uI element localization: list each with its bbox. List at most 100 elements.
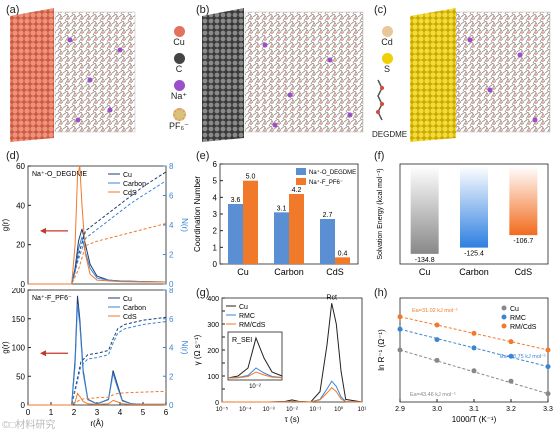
- x-tick-label: 2: [72, 408, 77, 417]
- degdme-label: DEGDME: [372, 130, 408, 139]
- y-tick-label: 300: [207, 322, 219, 329]
- na-ions: [262, 42, 353, 128]
- y-tick-label: 200: [207, 348, 219, 355]
- ea-label: Ea=38.75 kJ mol⁻¹: [500, 354, 546, 360]
- bar-cds: [509, 166, 538, 236]
- y-axis-label: g(r): [1, 218, 10, 231]
- rdf-line-cu: [28, 228, 167, 285]
- legend-marker: [501, 305, 507, 311]
- y2-tick-label: 0: [169, 280, 174, 289]
- x-category-label: CdS: [515, 267, 533, 277]
- y-axis-label: Coordination Number: [193, 176, 202, 252]
- y-tick-label: 0: [21, 280, 26, 289]
- bar-value-label: 5.0: [246, 174, 256, 181]
- inset-label-rsei: R_SEI: [232, 337, 252, 344]
- solvent-region: [244, 11, 364, 133]
- inset-line: [227, 371, 283, 379]
- x-tick-label: 3.3: [543, 406, 553, 413]
- x-tick-label: 10⁻⁵: [216, 406, 229, 413]
- data-point-rm-cds: [397, 314, 403, 320]
- y-tick-label: 1: [213, 243, 218, 252]
- annotation: Na⁺-O_DEGDME: [32, 171, 87, 178]
- solvent-region: [455, 11, 551, 133]
- bar-carbon-1: [289, 194, 304, 264]
- cn-line-cu: [28, 316, 167, 406]
- data-point-rmc: [397, 326, 403, 332]
- chart-rdf-na-f: 0 50 100 150 200 0 2 4 6 8 0 1 2 3 4 5 6 g(r) N(r) r(Å) Na⁺-…: [1, 288, 189, 428]
- md-snapshot-cu: [10, 8, 136, 142]
- drt-line-rm-cds: [222, 387, 363, 403]
- legend-label-cds: CdS: [123, 314, 137, 321]
- legend-a-c: C: [166, 53, 192, 74]
- legend-a-cu-label: Cu: [173, 37, 185, 47]
- legend-label-cds: CdS: [123, 190, 137, 197]
- legend-label-carbon: Carbon: [123, 181, 146, 188]
- rdf-line-carbon: [28, 304, 166, 406]
- inset-line: [227, 336, 283, 379]
- y2-tick-label: 6: [169, 315, 174, 324]
- cn-line-carbon: [28, 180, 167, 285]
- data-point-rmc: [508, 353, 514, 359]
- legend-label: Cu: [239, 304, 248, 311]
- y-tick-label: 0: [215, 400, 219, 407]
- x-tick-label: 3.2: [506, 406, 516, 413]
- c-atom-icon: [173, 53, 185, 64]
- na-atom-icon: [173, 80, 185, 91]
- panel-b: (b): [190, 0, 370, 146]
- bar-cu-1: [243, 180, 258, 264]
- chart-coordination-number: 0 1 2 3 4 5 6 Coordination Number Cu 3.6 5.0 Carbon…: [193, 160, 359, 277]
- na-ions: [67, 37, 123, 123]
- bar-cds-0: [320, 219, 335, 264]
- panel-f-label: (f): [374, 150, 385, 162]
- y-tick-label: 6: [213, 160, 218, 169]
- cu-slab: [10, 8, 54, 142]
- chart-solvation-energy: Solvation Energy (kcal mol⁻¹) -134.8 Cu -12…: [377, 163, 549, 277]
- x-category-label: Cu: [419, 267, 431, 277]
- rdf-line-cu: [28, 295, 166, 406]
- y-tick-label: 100: [12, 344, 26, 353]
- y-tick-label: 50: [16, 372, 25, 381]
- data-point-rmc: [545, 364, 551, 370]
- bar-value-label: -125.4: [464, 251, 484, 258]
- legend-a-c-label: C: [175, 64, 183, 74]
- x-category-label: Cu: [237, 267, 249, 277]
- y-tick-label: 60: [16, 162, 25, 171]
- legend-c-cd-label: Cd: [381, 37, 393, 47]
- legend-label-cu: Cu: [123, 172, 132, 179]
- panel-d-label: (d): [6, 150, 20, 162]
- x-tick-label: 3: [95, 408, 100, 417]
- s-atom-icon: [381, 53, 393, 64]
- legend-marker: [501, 314, 507, 320]
- x-tick-label: 3.1: [469, 406, 479, 413]
- y2-tick-label: 4: [169, 221, 174, 230]
- plot-frame: [399, 163, 549, 265]
- legend-a: Cu C Na⁺ PF₆⁻: [166, 26, 192, 132]
- bar-value-label: 2.7: [323, 212, 333, 219]
- panel-c: (c) Cd S DEG: [370, 0, 554, 146]
- legend-label: Cu: [510, 306, 519, 313]
- legend-label: RM/CdS: [510, 324, 537, 331]
- legend-label-0: Na⁺-O_DEGDME: [309, 169, 356, 176]
- y-tick-label: 200: [12, 288, 26, 295]
- carbon-slab: [202, 8, 244, 142]
- panel-g-label: (g): [196, 287, 210, 299]
- data-point-cu: [434, 357, 440, 363]
- bar-value-label: 0.4: [338, 250, 348, 257]
- rdf-line-cds: [28, 392, 166, 406]
- rdf-line-carbon: [28, 236, 167, 285]
- legend-a-cu: Cu: [166, 26, 192, 47]
- x-tick-label: 0: [26, 408, 31, 417]
- bar-carbon-0: [274, 212, 289, 264]
- legend-label-carbon: Carbon: [123, 305, 146, 312]
- bar-cu: [410, 166, 439, 254]
- x-tick-label: 5: [141, 408, 146, 417]
- data-point-cu: [545, 391, 551, 397]
- x-tick-label: 3.0: [432, 406, 442, 413]
- bar-value-label: -134.8: [415, 257, 435, 264]
- bar-value-label: -106.7: [513, 238, 533, 245]
- x-tick-label: 4: [118, 408, 123, 417]
- y-tick-label: 400: [207, 296, 219, 303]
- cn-line-cds: [28, 390, 167, 406]
- rdf-line-cds: [28, 165, 166, 285]
- cn-line-cds: [28, 223, 167, 285]
